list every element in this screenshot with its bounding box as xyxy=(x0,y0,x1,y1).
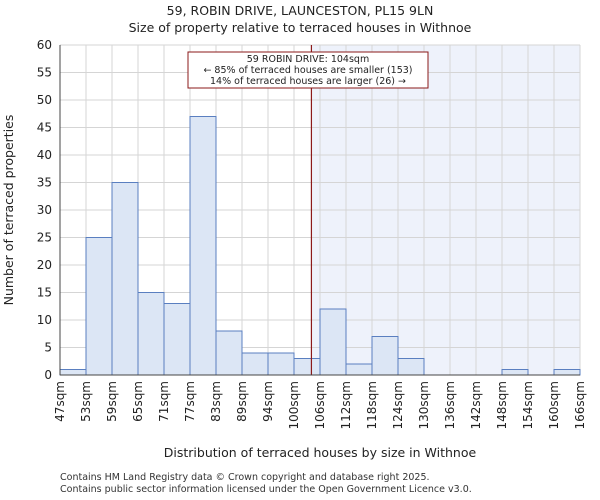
x-tick-label: 166sqm xyxy=(573,381,587,429)
histogram-bar xyxy=(345,363,373,376)
histogram-bar xyxy=(137,292,165,376)
x-tick-label: 136sqm xyxy=(443,381,457,429)
y-tick-label: 10 xyxy=(37,313,52,327)
x-tick-label: 77sqm xyxy=(183,381,197,422)
y-tick-label: 5 xyxy=(44,341,52,355)
annotation-box xyxy=(187,51,429,89)
x-tick-label: 106sqm xyxy=(313,381,327,429)
histogram-bar xyxy=(111,182,139,376)
x-tick-label: 160sqm xyxy=(547,381,561,429)
y-tick-label: 45 xyxy=(37,121,52,135)
x-tick-label: 118sqm xyxy=(365,381,379,429)
histogram-bar xyxy=(397,358,425,376)
y-tick-label: 35 xyxy=(37,176,52,190)
histogram-bar xyxy=(241,352,269,376)
x-tick-label: 148sqm xyxy=(495,381,509,429)
chart-title: 59, ROBIN DRIVE, LAUNCESTON, PL15 9LN xyxy=(166,3,434,18)
histogram-bar xyxy=(293,358,321,376)
x-tick-label: 130sqm xyxy=(417,381,431,429)
y-axis-label: Number of terraced properties xyxy=(1,115,16,306)
y-tick-label: 25 xyxy=(37,231,52,245)
y-tick-label: 60 xyxy=(37,38,52,52)
x-tick-label: 65sqm xyxy=(131,381,145,422)
histogram-bar xyxy=(553,369,581,376)
annotation-line-1: 59 ROBIN DRIVE: 104sqm xyxy=(247,54,369,65)
y-tick-label: 0 xyxy=(44,368,52,382)
histogram-bar xyxy=(85,237,113,376)
x-tick-label: 154sqm xyxy=(521,381,535,429)
x-tick-label: 47sqm xyxy=(53,381,67,422)
histogram-bar xyxy=(267,352,295,376)
histogram-bar xyxy=(189,116,217,376)
y-tick-label: 50 xyxy=(37,93,52,107)
footer-licence: Contains public sector information licen… xyxy=(60,484,472,495)
histogram-bar xyxy=(215,330,243,376)
x-tick-label: 100sqm xyxy=(287,381,301,429)
y-tick-label: 20 xyxy=(37,258,52,272)
x-tick-label: 124sqm xyxy=(391,381,405,429)
histogram-bar xyxy=(59,369,87,376)
histogram-bar xyxy=(163,303,191,376)
x-tick-label: 59sqm xyxy=(105,381,119,422)
x-tick-label: 142sqm xyxy=(469,381,483,429)
annotation-line-3: 14% of terraced houses are larger (26) → xyxy=(210,76,406,87)
histogram-bar xyxy=(371,336,399,376)
x-tick-label: 71sqm xyxy=(157,381,171,422)
x-tick-label: 112sqm xyxy=(339,381,353,429)
y-tick-label: 40 xyxy=(37,148,52,162)
x-tick-label: 83sqm xyxy=(209,381,223,422)
y-tick-label: 55 xyxy=(37,66,52,80)
x-tick-label: 53sqm xyxy=(79,381,93,422)
y-tick-label: 30 xyxy=(37,203,52,217)
x-tick-label: 94sqm xyxy=(261,381,275,422)
x-tick-label: 89sqm xyxy=(235,381,249,422)
histogram-bar xyxy=(319,308,347,376)
histogram-chart: 0 5 10 15 20 25 30 35 40 45 50 55 60 47sqm 53sqm 59sqm 6… xyxy=(1,38,587,460)
chart-subtitle: Size of property relative to terraced ho… xyxy=(128,20,472,35)
y-tick-label: 15 xyxy=(37,286,52,300)
histogram-bar xyxy=(501,369,529,376)
annotation-line-2: ← 85% of terraced houses are smaller (15… xyxy=(203,65,412,76)
x-axis-label: Distribution of terraced houses by size … xyxy=(164,445,477,460)
footer-copyright: Contains HM Land Registry data © Crown c… xyxy=(60,472,430,483)
